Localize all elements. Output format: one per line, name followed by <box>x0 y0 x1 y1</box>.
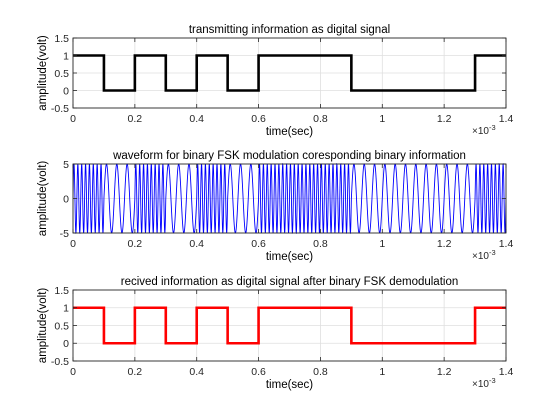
x-tick-label: 0.8 <box>313 238 328 250</box>
x-tick-label: 0.4 <box>189 238 204 250</box>
x-axis-label: time(sec) <box>266 251 313 263</box>
x-tick-label: 0.4 <box>189 366 204 378</box>
digital-signal-line <box>73 54 506 92</box>
digital-signal-line <box>73 306 506 345</box>
y-tick-label: 0.5 <box>54 68 69 80</box>
chart-title: transmitting information as digital sign… <box>189 24 390 36</box>
y-tick-label: -0.5 <box>51 356 69 368</box>
x-exponent-power: -3 <box>489 123 496 132</box>
y-tick-label: -0.5 <box>51 103 69 115</box>
x-tick-label: 0.4 <box>189 113 204 125</box>
x-tick-label: 1.4 <box>499 113 514 125</box>
x-tick-label: 0.6 <box>251 113 266 125</box>
x-exponent-base: ×10 <box>472 126 489 137</box>
x-tick-label: 1.2 <box>437 366 452 378</box>
x-exponent-base: ×10 <box>472 251 489 262</box>
x-exponent-power: -3 <box>489 248 496 257</box>
y-tick-label: 1.5 <box>54 33 69 45</box>
x-tick-label: 0 <box>70 113 76 125</box>
x-exponent-power: -3 <box>489 376 496 385</box>
y-tick-label: 1 <box>63 303 69 315</box>
y-tick-label: 1.5 <box>54 285 69 297</box>
y-axis-label: amplitude(volt) <box>37 161 49 237</box>
x-tick-label: 0.2 <box>128 238 143 250</box>
chart-title: recived information as digital signal af… <box>121 276 459 288</box>
x-axis-label: time(sec) <box>266 379 313 391</box>
x-tick-label: 0.6 <box>251 366 266 378</box>
y-tick-label: 0 <box>63 85 69 97</box>
x-exponent-label: ×10-3 <box>472 376 496 390</box>
x-exponent-label: ×10-3 <box>472 123 496 137</box>
x-tick-label: 1.2 <box>437 113 452 125</box>
x-tick-label: 1.2 <box>437 238 452 250</box>
y-tick-label: 0 <box>63 338 69 350</box>
y-tick-label: 0 <box>63 193 69 205</box>
x-tick-label: 1.4 <box>499 238 514 250</box>
x-tick-label: 1.4 <box>499 366 514 378</box>
x-tick-label: 0.2 <box>128 113 143 125</box>
y-tick-label: 0.5 <box>54 320 69 332</box>
y-axis-label: amplitude(volt) <box>37 35 49 111</box>
x-tick-label: 1 <box>379 366 385 378</box>
x-tick-label: 1 <box>379 238 385 250</box>
y-tick-label: 5 <box>63 159 69 171</box>
x-tick-label: 0.6 <box>251 238 266 250</box>
x-tick-label: 1 <box>379 113 385 125</box>
x-tick-label: 0.8 <box>313 113 328 125</box>
x-tick-label: 0 <box>70 238 76 250</box>
fsk-waveform-line <box>73 163 506 234</box>
subplot-3: 0 0.2 0.4 0.6 0.8 1 1.2 1.4-0.500.511.5×10-3rec… <box>37 276 513 391</box>
y-tick-label: 1 <box>63 50 69 62</box>
x-exponent-base: ×10 <box>472 379 489 390</box>
x-tick-label: 0.2 <box>128 366 143 378</box>
x-exponent-label: ×10-3 <box>472 248 496 262</box>
y-axis-label: amplitude(volt) <box>37 288 49 364</box>
subplot-1: 0 0.2 0.4 0.6 0.8 1 1.2 1.4-0.500.511.5×10-3tra… <box>37 24 513 138</box>
x-tick-label: 0 <box>70 366 76 378</box>
x-tick-label: 0.8 <box>313 366 328 378</box>
x-axis-label: time(sec) <box>266 126 313 138</box>
y-tick-label: -5 <box>60 228 69 240</box>
chart-title: waveform for binary FSK modulation cores… <box>112 150 466 162</box>
